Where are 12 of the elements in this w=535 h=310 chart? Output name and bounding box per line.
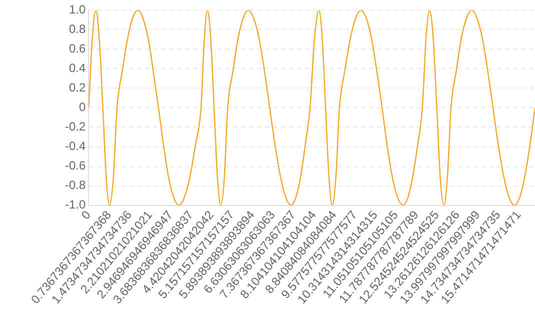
y-tick-label: -0.6 bbox=[64, 158, 86, 173]
y-tick-label: 0.2 bbox=[68, 80, 86, 95]
y-tick-label: -0.8 bbox=[64, 178, 86, 192]
y-tick-label: 0.4 bbox=[68, 61, 86, 76]
y-tick-label: 0.6 bbox=[68, 42, 86, 56]
y-tick-label: 1.0 bbox=[68, 2, 86, 17]
y-tick-label: -1.0 bbox=[64, 198, 86, 212]
line-series bbox=[88, 10, 535, 206]
y-tick-label: -0.2 bbox=[64, 120, 86, 134]
y-tick-label: -0.4 bbox=[64, 139, 86, 154]
y-tick-label: 0 bbox=[78, 100, 86, 114]
y-tick-label: 0.8 bbox=[68, 22, 86, 36]
